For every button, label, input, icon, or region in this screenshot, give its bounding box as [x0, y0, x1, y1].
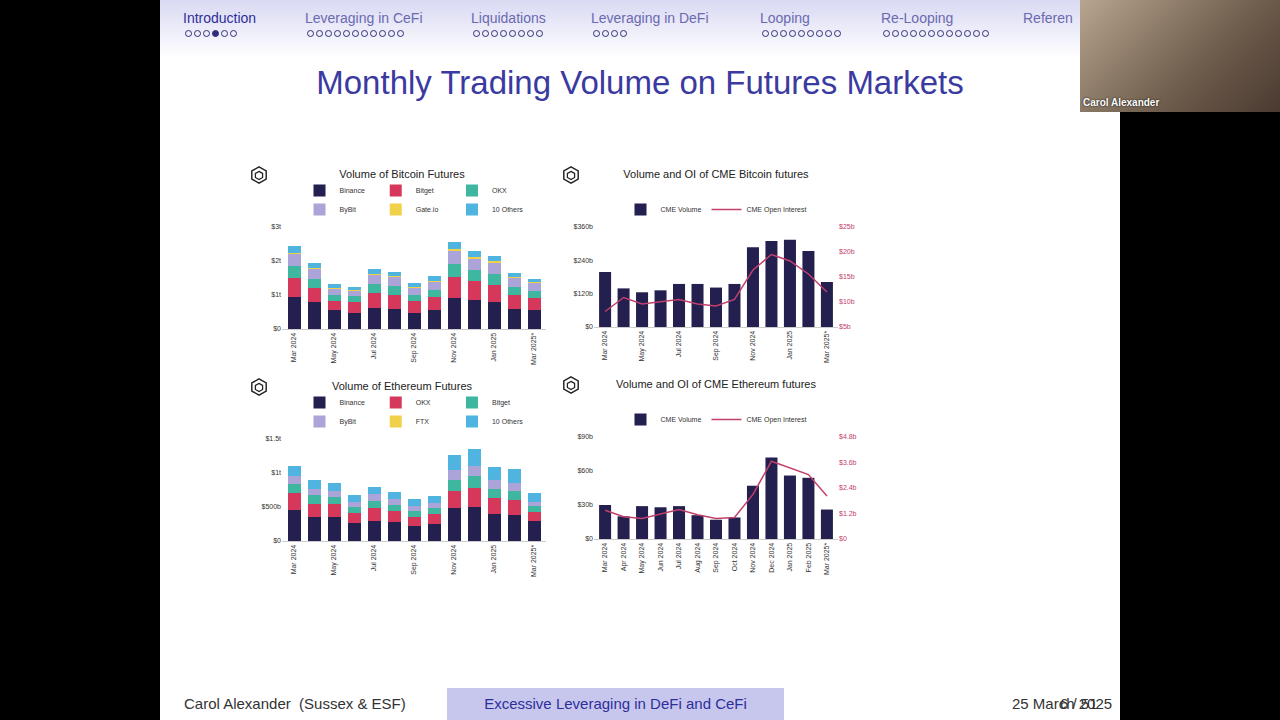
- svg-text:May 2024: May 2024: [638, 331, 646, 362]
- svg-text:OKX: OKX: [416, 399, 431, 406]
- svg-text:May 2024: May 2024: [638, 543, 646, 574]
- svg-text:$2t: $2t: [271, 257, 281, 264]
- svg-text:$0: $0: [273, 325, 281, 332]
- svg-text:Mar 2024: Mar 2024: [290, 545, 297, 575]
- html-text:6 / 51: 6 / 51: [1060, 695, 1098, 712]
- html-text:Leveraging in DeFi: Leveraging in DeFi: [591, 10, 709, 26]
- svg-text:May 2024: May 2024: [330, 333, 338, 364]
- svg-text:$240b: $240b: [574, 257, 594, 264]
- svg-text:$25b: $25b: [839, 223, 855, 230]
- svg-text:$30b: $30b: [577, 501, 593, 508]
- svg-text:$60b: $60b: [577, 467, 593, 474]
- svg-text:Mar 2024: Mar 2024: [601, 331, 608, 361]
- html-text:Re-Looping: Re-Looping: [881, 10, 954, 26]
- html-text:Looping: Looping: [760, 10, 810, 26]
- svg-text:Sep 2024: Sep 2024: [712, 543, 720, 573]
- svg-text:Sep 2024: Sep 2024: [712, 331, 720, 361]
- svg-text:Oct 2024: Oct 2024: [731, 543, 738, 572]
- svg-text:$0: $0: [585, 323, 593, 330]
- svg-text:Binance: Binance: [340, 399, 365, 406]
- svg-text:Sep 2024: Sep 2024: [410, 545, 418, 575]
- svg-text:$2.4b: $2.4b: [839, 484, 857, 491]
- html-text:Carol Alexander (Sussex & ESF): Carol Alexander (Sussex & ESF): [184, 695, 406, 712]
- svg-text:Jul 2024: Jul 2024: [675, 543, 682, 570]
- svg-text:Nov 2024: Nov 2024: [749, 331, 756, 361]
- html-text:Referen: Referen: [1023, 10, 1073, 26]
- svg-text:Jul 2024: Jul 2024: [370, 333, 377, 360]
- html-text:Carol Alexander: Carol Alexander: [1083, 97, 1160, 108]
- svg-text:Bitget: Bitget: [416, 187, 434, 195]
- html-text:Excessive Leveraging in DeFi a: Excessive Leveraging in DeFi and CeFi: [484, 695, 747, 712]
- svg-text:$5b: $5b: [839, 323, 851, 330]
- svg-text:Mar 2025*: Mar 2025*: [530, 545, 537, 578]
- svg-text:Nov 2024: Nov 2024: [450, 545, 457, 575]
- svg-text:CME Open Interest: CME Open Interest: [746, 206, 806, 214]
- svg-text:Gate.io: Gate.io: [416, 206, 439, 213]
- svg-text:FTX: FTX: [416, 418, 430, 425]
- svg-text:ByBit: ByBit: [340, 418, 356, 426]
- svg-text:$1t: $1t: [271, 291, 281, 298]
- svg-text:Feb 2025: Feb 2025: [805, 543, 812, 573]
- svg-text:$10b: $10b: [839, 298, 855, 305]
- svg-text:$1t: $1t: [271, 469, 281, 476]
- svg-text:CME Volume: CME Volume: [661, 206, 702, 213]
- svg-text:Jul 2024: Jul 2024: [675, 331, 682, 358]
- svg-text:10 Others: 10 Others: [492, 206, 523, 213]
- svg-text:$3t: $3t: [271, 223, 281, 230]
- html-text:Monthly Trading Volume on Futu: Monthly Trading Volume on Futures Market…: [316, 64, 964, 101]
- html-text:Leveraging in CeFi: Leveraging in CeFi: [305, 10, 423, 26]
- svg-text:$20b: $20b: [839, 248, 855, 255]
- svg-text:Dec 2024: Dec 2024: [768, 543, 775, 573]
- svg-text:$4.8b: $4.8b: [839, 433, 857, 440]
- svg-text:Sep 2024: Sep 2024: [410, 333, 418, 363]
- svg-text:$1.5t: $1.5t: [265, 435, 281, 442]
- svg-text:Volume of Ethereum Futures: Volume of Ethereum Futures: [332, 380, 473, 392]
- svg-text:$15b: $15b: [839, 273, 855, 280]
- svg-text:Jan 2025: Jan 2025: [490, 333, 497, 362]
- svg-text:Binance: Binance: [340, 187, 365, 194]
- svg-text:10 Others: 10 Others: [492, 418, 523, 425]
- svg-text:Apr 2024: Apr 2024: [620, 543, 628, 572]
- svg-text:Bitget: Bitget: [492, 399, 510, 407]
- svg-text:Mar 2024: Mar 2024: [290, 333, 297, 363]
- svg-text:$1.2b: $1.2b: [839, 510, 857, 517]
- svg-text:Mar 2024: Mar 2024: [601, 543, 608, 573]
- html-text:Liquidations: Liquidations: [471, 10, 546, 26]
- svg-text:$500b: $500b: [262, 503, 282, 510]
- svg-text:ByBit: ByBit: [340, 206, 356, 214]
- svg-text:Jun 2024: Jun 2024: [657, 543, 664, 572]
- svg-text:Nov 2024: Nov 2024: [450, 333, 457, 363]
- svg-text:$90b: $90b: [577, 433, 593, 440]
- svg-text:Jan 2025: Jan 2025: [786, 543, 793, 572]
- svg-text:Volume and OI of CME Ethereum: Volume and OI of CME Ethereum futures: [616, 378, 816, 390]
- svg-text:$0: $0: [839, 535, 847, 542]
- svg-text:$360b: $360b: [574, 223, 594, 230]
- svg-text:Mar 2025*: Mar 2025*: [823, 331, 830, 364]
- svg-text:$120b: $120b: [574, 290, 594, 297]
- svg-text:May 2024: May 2024: [330, 545, 338, 576]
- html-text:Introduction: Introduction: [183, 10, 257, 26]
- svg-text:Jan 2025: Jan 2025: [490, 545, 497, 574]
- html-text:25 March 2025: 25 March 2025: [1012, 695, 1113, 712]
- svg-text:CME Volume: CME Volume: [661, 416, 702, 423]
- svg-text:Nov 2024: Nov 2024: [749, 543, 756, 573]
- svg-text:$0: $0: [585, 535, 593, 542]
- svg-text:CME Open Interest: CME Open Interest: [746, 416, 806, 424]
- svg-text:$3.6b: $3.6b: [839, 459, 857, 466]
- svg-text:Jul 2024: Jul 2024: [370, 545, 377, 572]
- svg-text:Mar 2025*: Mar 2025*: [823, 543, 830, 576]
- svg-text:OKX: OKX: [492, 187, 507, 194]
- svg-text:$0: $0: [273, 537, 281, 544]
- svg-text:Volume and OI of CME Bitcoin f: Volume and OI of CME Bitcoin futures: [623, 168, 809, 180]
- svg-text:Volume of Bitcoin Futures: Volume of Bitcoin Futures: [339, 168, 465, 180]
- svg-text:Mar 2025*: Mar 2025*: [530, 333, 537, 366]
- svg-text:Jan 2025: Jan 2025: [786, 331, 793, 360]
- svg-text:Aug 2024: Aug 2024: [694, 543, 702, 573]
